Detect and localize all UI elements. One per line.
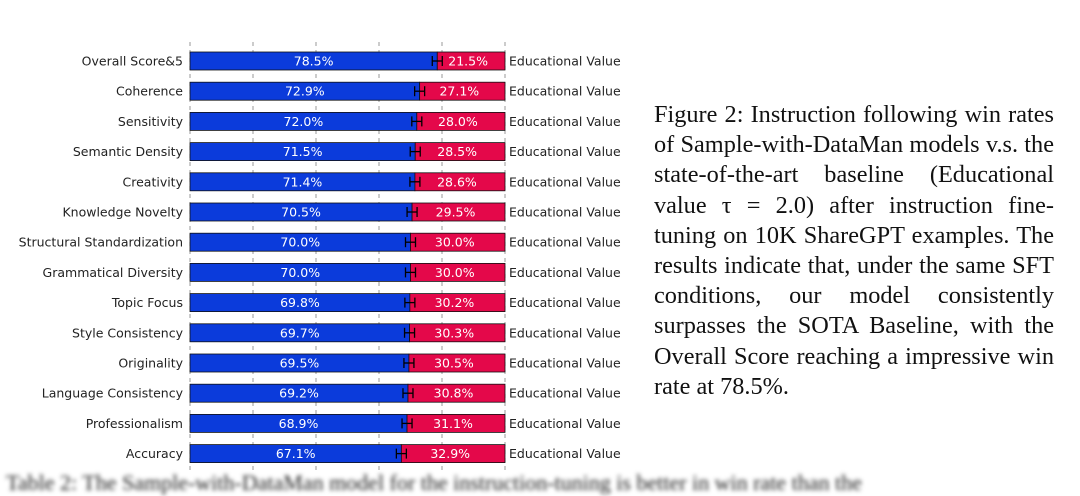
value-label-baseline: 28.5%: [437, 144, 477, 159]
bar-row: Knowledge Novelty 70.5% 29.5% Educational V…: [62, 202, 621, 222]
y-tick-label: Overall Score&5: [82, 54, 183, 69]
bar-row: Originality 69.5% 30.5% Educational Value: [118, 353, 621, 373]
value-label-baseline: 30.0%: [435, 235, 475, 250]
series-suffix-label: Educational Value: [509, 114, 621, 129]
figure-caption: Figure 2: Instruction following win rate…: [654, 101, 1054, 400]
value-label-baseline: 27.1%: [439, 84, 479, 99]
series-suffix-label: Educational Value: [509, 446, 621, 461]
y-tick-label: Topic Focus: [111, 295, 183, 310]
series-suffix-label: Educational Value: [509, 235, 621, 250]
y-tick-label: Grammatical Diversity: [43, 265, 184, 280]
series-suffix-label: Educational Value: [509, 416, 621, 431]
value-label-baseline: 30.8%: [434, 386, 474, 401]
value-label-winner: 69.2%: [279, 386, 319, 401]
value-label-baseline: 31.1%: [433, 416, 473, 431]
value-label-baseline: 30.0%: [435, 265, 475, 280]
bar-row: Professionalism 68.9% 31.1% Educational Val…: [86, 413, 621, 433]
bar-row: Semantic Density 71.5% 28.5% Educational Va…: [73, 142, 621, 162]
bar-row: Coherence 72.9% 27.1% Educational Value: [116, 81, 621, 101]
series-suffix-label: Educational Value: [509, 205, 621, 220]
y-tick-label: Creativity: [123, 174, 184, 189]
y-tick-label: Structural Standardization: [19, 235, 183, 250]
value-label-winner: 70.5%: [281, 205, 321, 220]
bar-row: Language Consistency 69.2% 30.8% Educationa…: [42, 383, 621, 403]
value-label-winner: 67.1%: [276, 446, 316, 461]
value-label-winner: 69.5%: [280, 356, 320, 371]
bar-row: Style Consistency 69.7% 30.3% Educational V…: [72, 323, 621, 343]
series-suffix-label: Educational Value: [509, 386, 621, 401]
series-suffix-label: Educational Value: [509, 144, 621, 159]
y-tick-label: Coherence: [116, 84, 183, 99]
value-label-winner: 70.0%: [280, 235, 320, 250]
y-tick-label: Professionalism: [86, 416, 183, 431]
value-label-winner: 78.5%: [294, 54, 334, 69]
value-label-baseline: 29.5%: [436, 205, 476, 220]
vertical-gridlines: [189, 42, 506, 470]
value-label-baseline: 21.5%: [448, 54, 488, 69]
cut-off-next-caption-line: Table 2: The Sample-with-DataMan model f…: [6, 470, 862, 495]
value-label-winner: 72.0%: [284, 114, 324, 129]
bar-row: Topic Focus 69.8% 30.2% Educational Value: [111, 293, 621, 313]
y-tick-label: Accuracy: [126, 446, 184, 461]
series-suffix-label: Educational Value: [509, 54, 621, 69]
value-label-winner: 72.9%: [285, 84, 325, 99]
value-label-baseline: 30.3%: [434, 325, 474, 340]
value-label-baseline: 32.9%: [430, 446, 470, 461]
bar-row: Sensitivity 72.0% 28.0% Educational Value: [118, 112, 621, 131]
bar-row: Grammatical Diversity 70.0% 30.0% Education…: [43, 262, 621, 282]
value-label-baseline: 28.0%: [438, 114, 478, 129]
series-suffix-label: Educational Value: [509, 325, 621, 340]
y-tick-label: Knowledge Novelty: [62, 205, 183, 220]
value-label-winner: 71.5%: [283, 144, 323, 159]
bar-rows: Overall Score&5 78.5% 21.5% Educational Val…: [19, 51, 621, 464]
value-label-winner: 69.8%: [280, 295, 320, 310]
series-suffix-label: Educational Value: [509, 356, 621, 371]
bar-row: Structural Standardization 70.0% 30.0% Educ…: [19, 232, 621, 252]
y-tick-label: Language Consistency: [42, 386, 184, 401]
bar-row: Overall Score&5 78.5% 21.5% Educational Val…: [82, 51, 621, 71]
y-tick-label: Style Consistency: [72, 325, 184, 340]
y-tick-label: Originality: [118, 356, 183, 371]
series-suffix-label: Educational Value: [509, 265, 621, 280]
value-label-winner: 70.0%: [280, 265, 320, 280]
value-label-winner: 71.4%: [283, 174, 323, 189]
series-suffix-label: Educational Value: [509, 295, 621, 310]
value-label-baseline: 28.6%: [437, 174, 477, 189]
series-suffix-label: Educational Value: [509, 84, 621, 99]
value-label-baseline: 30.2%: [435, 295, 475, 310]
bar-row: Creativity 71.4% 28.6% Educational Value: [123, 172, 621, 192]
win-rate-chart: Overall Score&5 78.5% 21.5% Educational Val…: [19, 42, 621, 470]
series-suffix-label: Educational Value: [509, 174, 621, 189]
y-tick-label: Sensitivity: [118, 114, 184, 129]
value-label-baseline: 30.5%: [434, 356, 474, 371]
bar-row: Accuracy 67.1% 32.9% Educational Value: [126, 444, 621, 464]
y-tick-label: Semantic Density: [73, 144, 184, 159]
value-label-winner: 68.9%: [279, 416, 319, 431]
value-label-winner: 69.7%: [280, 325, 320, 340]
